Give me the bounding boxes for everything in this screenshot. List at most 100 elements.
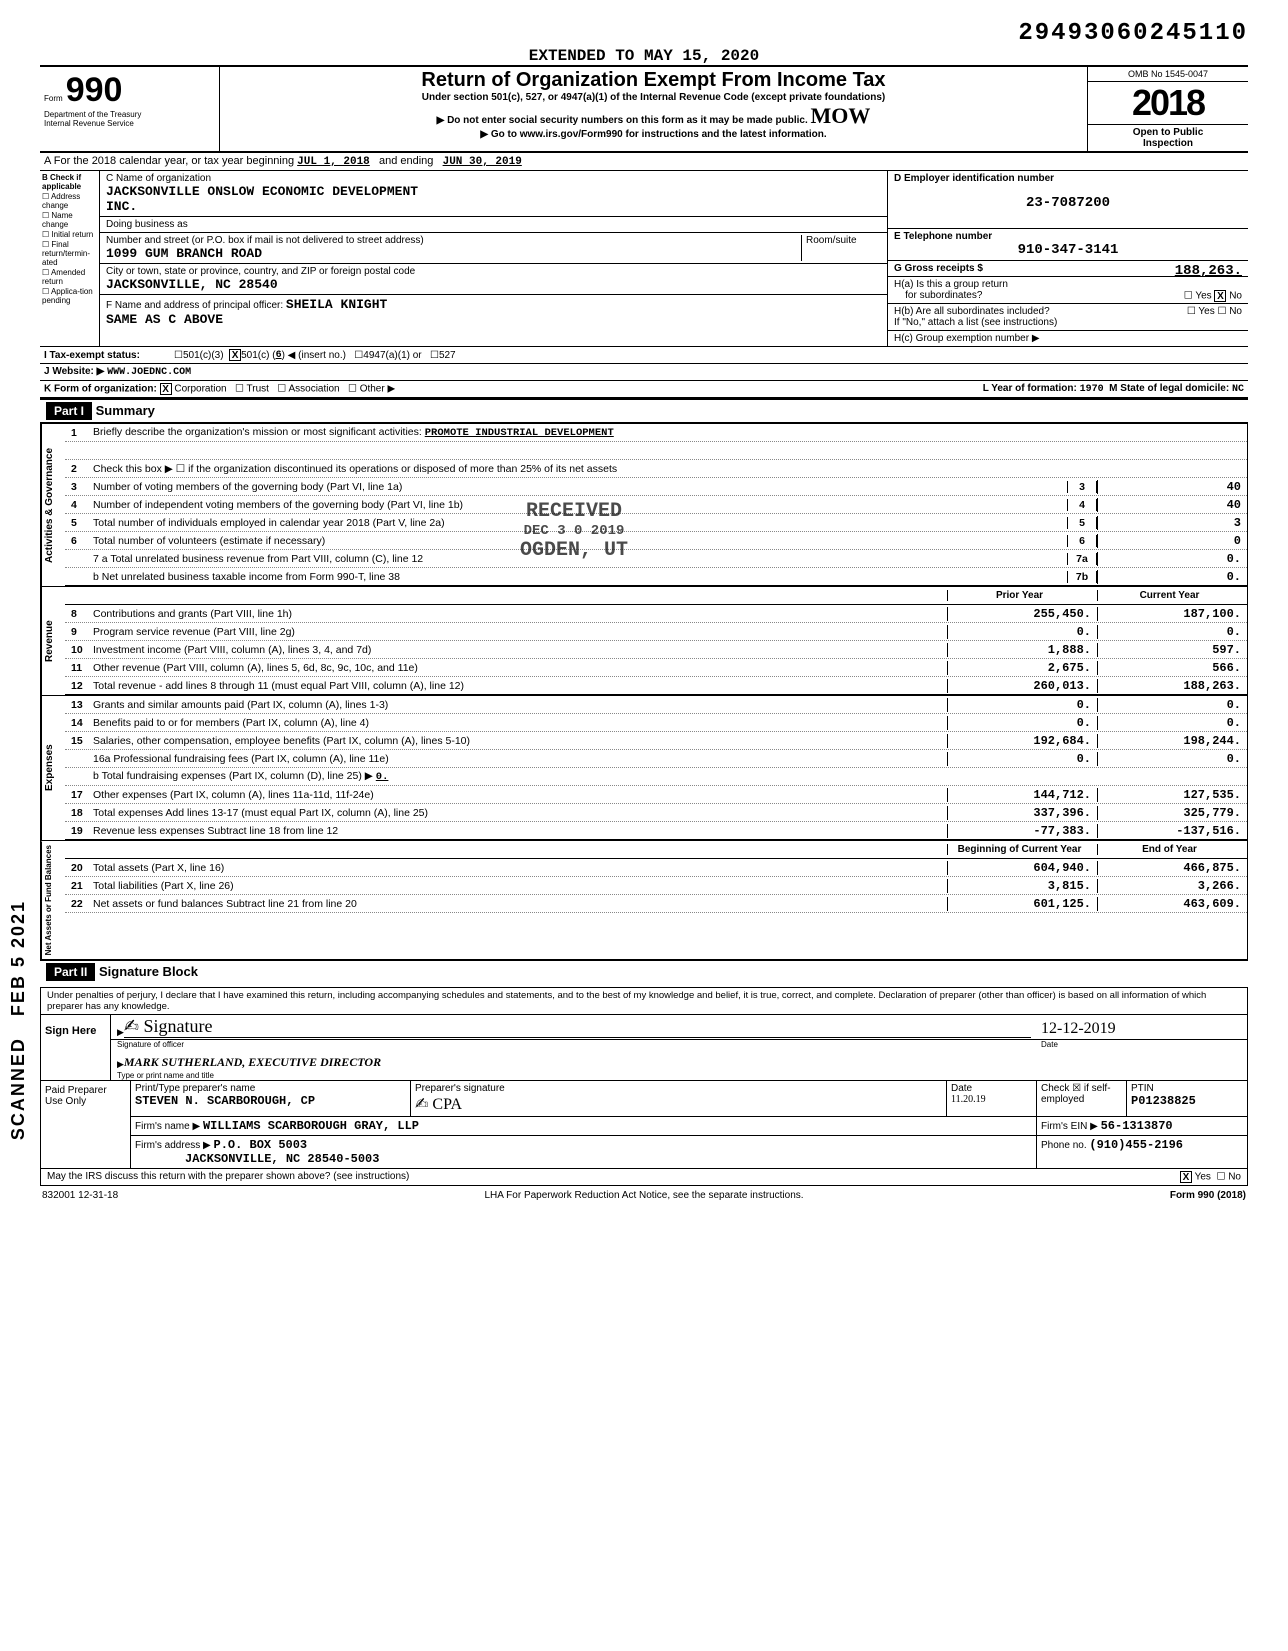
chk-name[interactable]: Name change bbox=[42, 211, 73, 229]
footer-code: 832001 12-31-18 bbox=[42, 1190, 118, 1201]
extended-to: EXTENDED TO MAY 15, 2020 bbox=[40, 47, 1248, 65]
form-warning: Do not enter social security numbers on … bbox=[447, 115, 808, 126]
ha-yes[interactable]: Yes bbox=[1195, 291, 1211, 302]
line19-prior: -77,383. bbox=[947, 824, 1097, 838]
line16b-val: 0. bbox=[376, 771, 389, 783]
ptin-lbl: PTIN bbox=[1131, 1083, 1154, 1094]
i-4947[interactable]: 4947(a)(1) or bbox=[363, 350, 421, 361]
ha-label: H(a) Is this a group return bbox=[894, 279, 1008, 290]
line10-cur: 597. bbox=[1097, 643, 1247, 657]
part2-header: Part II bbox=[46, 963, 95, 981]
phone-label: E Telephone number bbox=[894, 231, 992, 242]
date-label: Date bbox=[1041, 1040, 1241, 1049]
i-527[interactable]: 527 bbox=[439, 350, 456, 361]
line21-prior: 3,815. bbox=[947, 879, 1097, 893]
officer-signature: ✍︎ Signature bbox=[124, 1016, 1031, 1038]
gross-label: G Gross receipts $ bbox=[894, 263, 983, 274]
col-d: D Employer identification number 23-7087… bbox=[888, 171, 1248, 346]
i-insert: ) ◀ (insert no.) bbox=[282, 350, 346, 361]
chk-initial[interactable]: Initial return bbox=[51, 230, 93, 239]
line8-cur: 187,100. bbox=[1097, 607, 1247, 621]
mission: PROMOTE INDUSTRIAL DEVELOPMENT bbox=[425, 427, 614, 439]
line6-val: 0 bbox=[1097, 534, 1247, 548]
gross-receipts: 188,263. bbox=[1175, 263, 1242, 279]
line12: Total revenue - add lines 8 through 11 (… bbox=[93, 679, 947, 693]
k-trust[interactable]: Trust bbox=[247, 384, 269, 395]
col-b: B Check if applicable ☐ Address change ☐… bbox=[40, 171, 100, 346]
line7a-val: 0. bbox=[1097, 552, 1247, 566]
firm-addr1: P.O. BOX 5003 bbox=[214, 1138, 308, 1152]
discuss-yes-checked[interactable]: X bbox=[1180, 1171, 1192, 1183]
line15-prior: 192,684. bbox=[947, 734, 1097, 748]
firm-phone-lbl: Phone no. bbox=[1041, 1140, 1087, 1151]
tax-year: 2018 bbox=[1088, 82, 1248, 124]
chk-address[interactable]: Address change bbox=[42, 192, 80, 210]
line19: Revenue less expenses Subtract line 18 f… bbox=[93, 824, 947, 838]
form-title: Return of Organization Exempt From Incom… bbox=[224, 69, 1083, 92]
i-501c: 501(c) ( bbox=[241, 350, 275, 361]
line8-prior: 255,450. bbox=[947, 607, 1097, 621]
org-name-2: INC. bbox=[106, 199, 137, 214]
i-label: I Tax-exempt status: bbox=[44, 350, 174, 361]
year-begin: JUL 1, 2018 bbox=[297, 156, 370, 168]
line5: Total number of individuals employed in … bbox=[93, 516, 1067, 530]
line4-val: 40 bbox=[1097, 498, 1247, 512]
footer-form: Form 990 (2018) bbox=[1170, 1190, 1246, 1201]
line7b-val: 0. bbox=[1097, 570, 1247, 584]
line20-cur: 466,875. bbox=[1097, 861, 1247, 875]
line2: Check this box ▶ ☐ if the organization d… bbox=[93, 462, 1247, 476]
prior-year-hdr: Prior Year bbox=[947, 590, 1097, 601]
line7b: b Net unrelated business taxable income … bbox=[93, 570, 1067, 584]
line18: Total expenses Add lines 13-17 (must equ… bbox=[93, 806, 947, 820]
handwritten-stamp: MOW bbox=[811, 103, 871, 128]
line6: Total number of volunteers (estimate if … bbox=[93, 534, 1067, 548]
k-corp-checked[interactable]: X bbox=[160, 383, 172, 395]
line17-prior: 144,712. bbox=[947, 788, 1097, 802]
line12-prior: 260,013. bbox=[947, 679, 1097, 693]
k-assoc[interactable]: Association bbox=[288, 384, 339, 395]
type-name-label: Type or print name and title bbox=[111, 1071, 1247, 1080]
feb-stamp: FEB 5 2021 bbox=[8, 900, 28, 1016]
line7a: 7 a Total unrelated business revenue fro… bbox=[93, 552, 1067, 566]
line16a: 16a Professional fundraising fees (Part … bbox=[93, 752, 947, 766]
year-formation: 1970 bbox=[1080, 384, 1104, 395]
officer-label: F Name and address of principal officer: bbox=[106, 300, 283, 311]
hb-note: If "No," attach a list (see instructions… bbox=[894, 317, 1057, 328]
phone: 910-347-3141 bbox=[894, 242, 1242, 258]
i-501c3[interactable]: 501(c)(3) bbox=[183, 350, 224, 361]
line17: Other expenses (Part IX, column (A), lin… bbox=[93, 788, 947, 802]
end-year-hdr: End of Year bbox=[1097, 844, 1247, 855]
chk-application[interactable]: Applica-tion pending bbox=[42, 287, 93, 305]
chk-final[interactable]: Final return/termin-ated bbox=[42, 240, 90, 267]
line9: Program service revenue (Part VIII, line… bbox=[93, 625, 947, 639]
dba-label: Doing business as bbox=[106, 219, 188, 230]
k-other[interactable]: Other ▶ bbox=[360, 384, 395, 395]
chk-amended[interactable]: Amended return bbox=[42, 268, 85, 286]
line12-cur: 188,263. bbox=[1097, 679, 1247, 693]
state-domicile: NC bbox=[1232, 384, 1244, 395]
part2-title: Signature Block bbox=[99, 964, 198, 979]
city-state-zip: JACKSONVILLE, NC 28540 bbox=[106, 277, 278, 292]
line9-cur: 0. bbox=[1097, 625, 1247, 639]
omb: OMB No 1545-0047 bbox=[1088, 67, 1248, 82]
line16a-prior: 0. bbox=[947, 752, 1097, 766]
sign-here: Sign Here bbox=[41, 1015, 111, 1080]
discuss-no[interactable]: No bbox=[1228, 1172, 1241, 1183]
part1-title: Summary bbox=[96, 403, 155, 418]
line3: Number of voting members of the governin… bbox=[93, 480, 1067, 494]
col-c: C Name of organization JACKSONVILLE ONSL… bbox=[100, 171, 888, 346]
col-b-header: B Check if applicable bbox=[42, 173, 81, 191]
hb-label: H(b) Are all subordinates included? bbox=[894, 306, 1050, 317]
line5-val: 3 bbox=[1097, 516, 1247, 530]
open-public: Open to Public bbox=[1133, 127, 1204, 138]
line19-cur: -137,516. bbox=[1097, 824, 1247, 838]
city-label: City or town, state or province, country… bbox=[106, 266, 415, 277]
ptin: P01238825 bbox=[1131, 1094, 1196, 1108]
ha-no: No bbox=[1229, 291, 1242, 302]
i-501c-checked[interactable]: X bbox=[229, 349, 241, 361]
begin-year-hdr: Beginning of Current Year bbox=[947, 844, 1097, 855]
line3-val: 40 bbox=[1097, 480, 1247, 494]
line10: Investment income (Part VIII, column (A)… bbox=[93, 643, 947, 657]
inspection: Inspection bbox=[1143, 138, 1193, 149]
ha-no-checked[interactable]: X bbox=[1214, 290, 1226, 302]
